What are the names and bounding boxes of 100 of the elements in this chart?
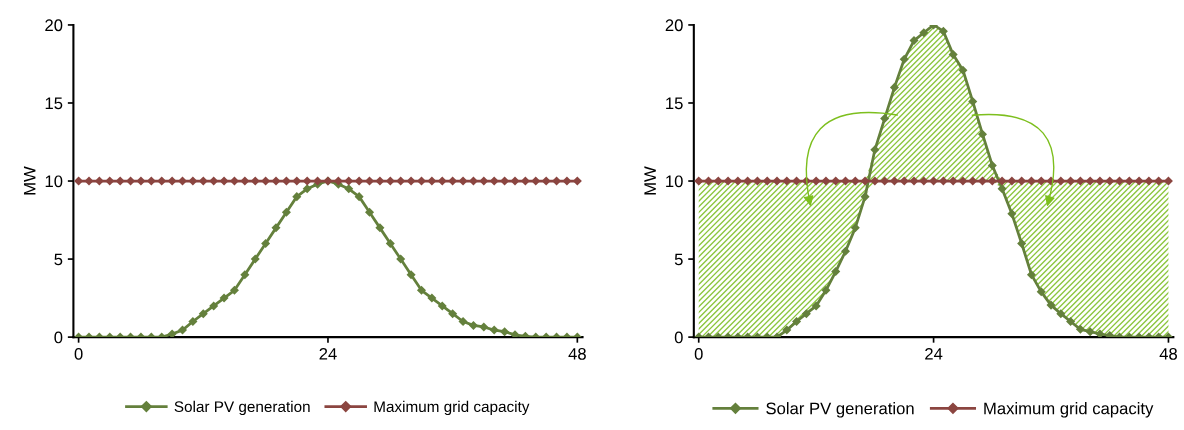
point (385, 238, 395, 248)
point (1066, 316, 1076, 327)
point (219, 293, 229, 303)
point (1144, 176, 1154, 186)
x-tick-label: 0 (74, 347, 83, 360)
point (271, 223, 281, 233)
point (188, 176, 198, 186)
point (782, 176, 792, 186)
point (1134, 176, 1144, 186)
y-axis-title: MW (644, 166, 656, 195)
point (261, 238, 271, 248)
point (919, 176, 929, 186)
point (479, 176, 489, 186)
point (762, 176, 772, 186)
legend-label: Maximum grid capacity (984, 402, 1154, 418)
y-axis-title: MW (23, 166, 36, 195)
point (365, 207, 375, 217)
point (1095, 329, 1105, 338)
point (177, 325, 188, 335)
point (448, 309, 458, 319)
point (105, 176, 115, 186)
point (437, 301, 447, 311)
point (1026, 270, 1036, 280)
point (271, 176, 281, 186)
point (240, 270, 250, 280)
point (850, 223, 860, 233)
point (302, 176, 312, 186)
point (772, 176, 782, 186)
point (354, 192, 364, 202)
point (733, 176, 743, 186)
point (240, 176, 250, 186)
point (427, 176, 437, 186)
x-tick-label: 0 (694, 347, 703, 360)
point (1056, 309, 1066, 319)
point (406, 176, 416, 186)
point (821, 285, 831, 295)
point (427, 293, 437, 303)
point (782, 325, 792, 335)
point (541, 176, 551, 186)
y-tick-label: 20 (665, 19, 683, 32)
point (292, 192, 302, 202)
point (1105, 331, 1115, 338)
x-tick-label: 48 (568, 347, 586, 360)
legend-label: Maximum grid capacity (374, 400, 530, 416)
legend-label: Solar PV generation (174, 400, 310, 416)
point (1085, 327, 1095, 337)
point (489, 176, 499, 186)
point (375, 223, 385, 233)
point (899, 54, 909, 64)
y-tick-label: 5 (674, 253, 683, 266)
point (1007, 176, 1017, 186)
y-tick-label: 20 (45, 19, 63, 32)
x-tick-label: 48 (1159, 347, 1177, 360)
point (281, 207, 291, 217)
point (531, 176, 541, 186)
point (968, 96, 978, 106)
point (723, 176, 733, 186)
point (489, 325, 499, 335)
point (458, 316, 468, 327)
y-tick-label: 0 (674, 331, 683, 344)
point (792, 316, 802, 327)
x-tick-label: 24 (925, 347, 943, 360)
point (811, 301, 821, 311)
point (354, 176, 364, 186)
point (1085, 176, 1095, 186)
point (801, 309, 811, 319)
point (978, 129, 988, 139)
point (860, 192, 870, 202)
point (229, 285, 239, 295)
point (1056, 176, 1066, 186)
point (468, 320, 478, 330)
point (1046, 300, 1056, 310)
point (500, 327, 510, 337)
point (919, 28, 929, 38)
point (860, 176, 870, 186)
point (831, 267, 841, 277)
point (880, 114, 890, 124)
point (948, 176, 958, 186)
point (811, 176, 821, 186)
point (136, 176, 146, 186)
point (406, 270, 416, 280)
point (510, 330, 520, 338)
y-tick-label: 5 (54, 253, 63, 266)
point (510, 176, 520, 186)
point (1036, 176, 1046, 186)
point (84, 176, 94, 186)
point (899, 176, 909, 186)
point (840, 246, 851, 256)
point (167, 176, 177, 186)
point (1075, 324, 1085, 334)
point (889, 82, 899, 92)
point (997, 184, 1007, 194)
point (821, 176, 831, 186)
point (209, 301, 219, 311)
y-tick-label: 15 (666, 97, 683, 110)
point (870, 145, 880, 155)
point (1036, 287, 1046, 297)
y-tick-label: 10 (45, 175, 63, 188)
point (115, 176, 125, 186)
point (219, 176, 229, 186)
